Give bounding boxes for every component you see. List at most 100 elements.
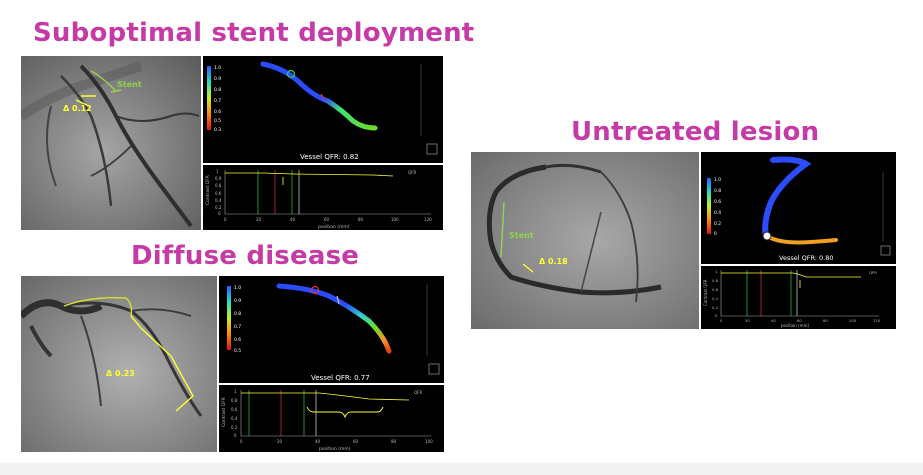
plot-xtick: 20 [277, 439, 283, 444]
plot-xtick: 60 [324, 217, 330, 222]
colorbar [227, 286, 231, 350]
plot-ytick: 1 [715, 269, 718, 274]
plot-xtick: 100 [391, 217, 399, 222]
plot-xtick: 60 [353, 439, 359, 444]
plot-xtick: 40 [315, 439, 321, 444]
plot-xtick: 0 [240, 439, 243, 444]
plot-ytick: 0,6 [231, 407, 238, 412]
plot-ytick: 0,8 [712, 278, 719, 283]
qfr-pullback-plot: Contrast QFR 1 0,8 0,6 0,4 0,2 0 0 20 40… [701, 266, 896, 329]
qfr-3d-reconstruction: 1.0 0.9 0.8 0.7 0.6 0.5 Vessel QFR: 0.77 [219, 276, 444, 383]
plot-ylabel: Contrast QFR [221, 397, 227, 427]
plot-xtick: 60 [797, 318, 802, 323]
plot-ytick: 0,4 [215, 198, 222, 203]
plot-xlabel: position (mm) [319, 446, 351, 452]
colorbar-tick: 0.4 [714, 210, 721, 216]
orientation-cube-icon [426, 143, 438, 155]
plot-xlabel: position (mm) [318, 224, 350, 230]
stent-label: Stent [117, 80, 142, 89]
plot-ytick: 0 [234, 433, 237, 438]
plot-ytick: 0 [218, 211, 221, 216]
plot-xtick: 80 [391, 439, 397, 444]
plot-xtick: 120 [424, 217, 432, 222]
vessel-qfr-label: Vessel QFR: 0.82 [300, 153, 359, 161]
colorbar-tick: 0.9 [234, 298, 241, 304]
vessel-model [276, 283, 392, 354]
plot-ytick: 0,6 [215, 191, 222, 196]
colorbar-tick: 0.3 [214, 127, 221, 133]
orientation-cube-icon [428, 363, 440, 375]
plot-ytick: 0,8 [215, 183, 222, 188]
qfr-3d-reconstruction: 1.0 0.9 0.8 0.7 0.6 0.5 0.3 Vessel QFR: … [203, 56, 443, 163]
colorbar-tick: 1.0 [234, 285, 241, 291]
qfr-pullback-plot: Contrast QFR 1 0,8 0,6 0,4 0,2 0 0 20 40… [219, 385, 444, 452]
plot-xtick: 40 [771, 318, 776, 323]
plot-legend: QFR [869, 270, 877, 275]
plot-ylabel: Contrast QFR [205, 175, 211, 205]
qfr-curve [225, 172, 394, 177]
plot-ytick: 0,6 [712, 287, 719, 292]
colorbar [207, 66, 211, 130]
angiogram-image: Stent Δ 0.12 [21, 56, 201, 230]
plot-legend: QFR [414, 390, 422, 395]
plot-ytick: 1 [234, 389, 237, 394]
plot-ytick: 0,2 [712, 305, 719, 310]
colorbar-tick: 0.8 [214, 87, 221, 93]
colorbar-tick: 0.5 [214, 118, 221, 124]
plot-ytick: 1 [216, 169, 219, 174]
angiogram-image: Stent Δ 0.18 [471, 152, 699, 329]
plot-xlabel: position (mm) [781, 323, 809, 328]
colorbar-tick: 0.7 [234, 324, 241, 330]
panel-suboptimal: Stent Δ 0.12 1.0 0.9 0.8 [21, 56, 443, 230]
plot-xtick: 100 [849, 318, 857, 323]
colorbar-tick: 1.0 [214, 65, 221, 71]
plot-xtick: 80 [823, 318, 828, 323]
qfr-3d-reconstruction: 1.0 0.8 0.6 0.4 0.2 0 Vessel QFR: 0.80 [701, 152, 896, 264]
title-untreated-lesion: Untreated lesion [571, 117, 820, 147]
plot-ytick: 0,4 [712, 296, 719, 301]
plot-ytick: 0,4 [231, 416, 238, 421]
plot-xtick: 0 [720, 318, 723, 323]
plot-xtick: 20 [745, 318, 750, 323]
colorbar-tick: 0.5 [234, 348, 241, 354]
colorbar-tick: 0.6 [714, 199, 721, 205]
stent-label: Stent [509, 231, 534, 240]
title-suboptimal-stent: Suboptimal stent deployment [33, 18, 475, 48]
colorbar-tick: 0.2 [714, 221, 721, 227]
orientation-cube-icon [880, 245, 891, 256]
colorbar-tick: 0.6 [234, 337, 241, 343]
colorbar-tick: 0.7 [214, 98, 221, 104]
bottom-strip [0, 463, 923, 475]
plot-legend: QFR [408, 170, 416, 175]
vessel-qfr-label: Vessel QFR: 0.77 [311, 374, 370, 382]
qfr-curve [241, 392, 410, 401]
plot-ytick: 0,8 [231, 398, 238, 403]
panel-diffuse: Δ 0.23 1.0 0.9 0.8 0.7 [21, 276, 444, 452]
plot-ytick: 0,2 [231, 425, 238, 430]
title-diffuse-disease: Diffuse disease [131, 241, 360, 271]
colorbar-tick: 0.6 [214, 109, 221, 115]
colorbar-tick: 1.0 [714, 177, 721, 183]
angiogram-image: Δ 0.23 [21, 276, 217, 452]
delta-label: Δ 0.12 [63, 104, 92, 113]
colorbar-tick: 0.8 [234, 311, 241, 317]
plot-xtick: 0 [224, 217, 227, 222]
panel-untreated: Stent Δ 0.18 1.0 0.8 0.6 0.4 0.2 0 [471, 152, 896, 329]
colorbar [707, 178, 711, 234]
plot-ytick: 0 [715, 313, 718, 318]
qfr-pullback-plot: Contrast QFR 1 0,9 0,8 0,6 0,4 0,2 0 0 2… [203, 165, 443, 230]
vessel-model [260, 61, 378, 131]
colorbar-tick: 0.8 [714, 188, 721, 194]
colorbar-tick: 0.9 [214, 76, 221, 82]
vessel-qfr-label: Vessel QFR: 0.80 [779, 254, 834, 262]
plot-xtick: 120 [873, 318, 881, 323]
plot-xtick: 40 [290, 217, 296, 222]
plot-ytick: 0,9 [215, 176, 222, 181]
plot-xtick: 100 [425, 439, 433, 444]
delta-label: Δ 0.23 [106, 369, 135, 378]
vessel-model [762, 156, 812, 240]
plot-xtick: 20 [256, 217, 262, 222]
plot-xtick: 80 [358, 217, 364, 222]
delta-label: Δ 0.18 [539, 257, 568, 266]
colorbar-tick: 0 [714, 231, 717, 237]
